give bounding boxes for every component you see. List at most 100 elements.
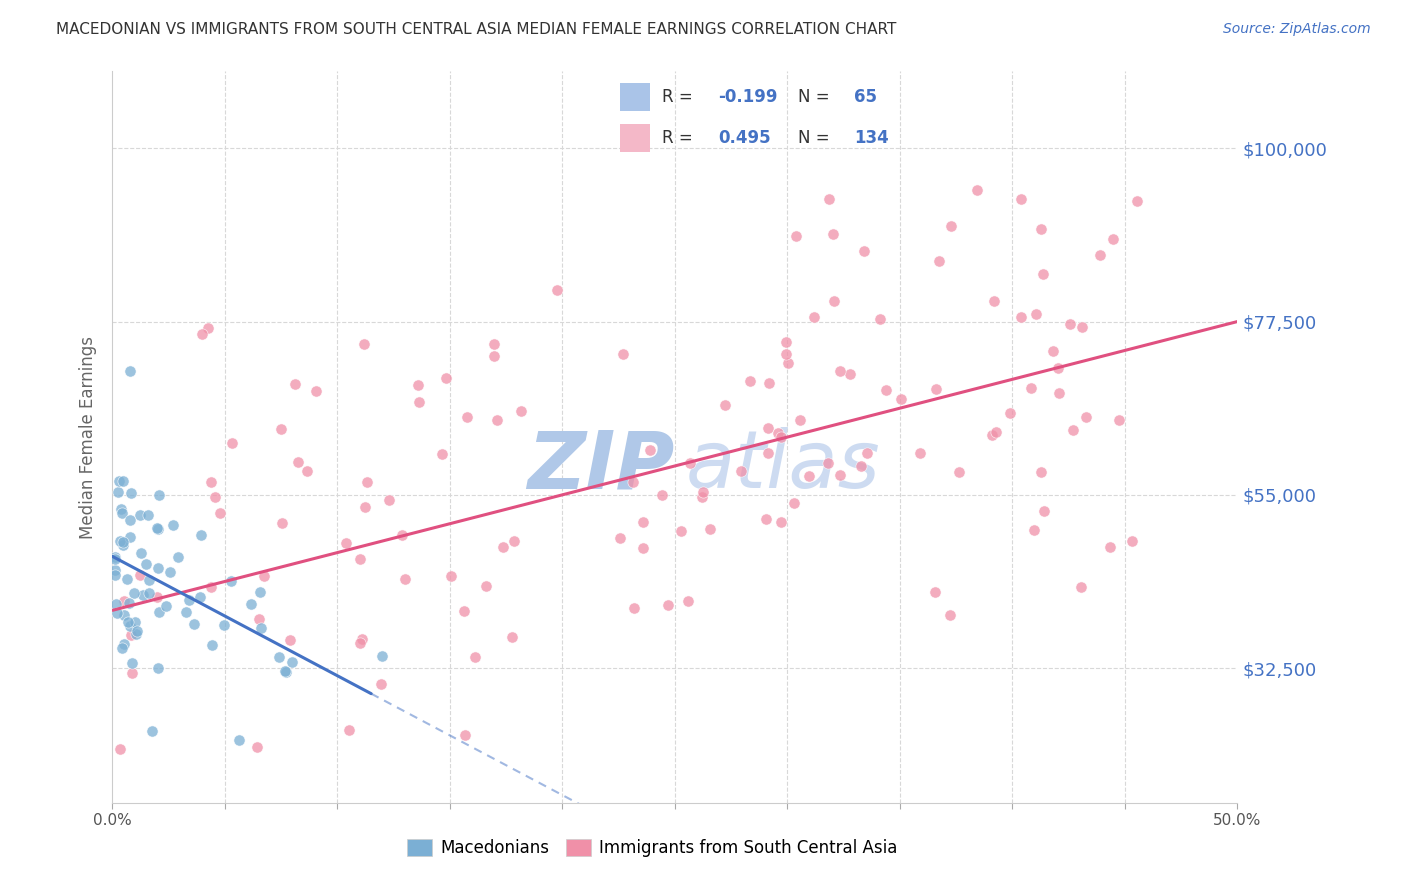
Point (408, 394, 430, 409)
Point (1062, 423, 1084, 437)
Point (890, 392, 912, 407)
Point (690, 491, 713, 505)
Point (609, 531, 631, 545)
Point (148, 488, 170, 502)
Point (998, 405, 1021, 419)
Point (406, 378, 429, 392)
Point (107, 485, 129, 500)
Point (120, 530, 142, 544)
Point (221, 436, 243, 450)
Point (769, 515, 792, 529)
Point (941, 219, 963, 233)
Point (484, 349, 506, 363)
Point (908, 446, 931, 460)
Point (287, 455, 309, 469)
Point (980, 427, 1002, 442)
Point (775, 347, 797, 361)
Point (1088, 247, 1111, 261)
Point (823, 227, 845, 242)
Point (104, 597, 127, 611)
FancyBboxPatch shape (620, 124, 650, 152)
Point (111, 534, 134, 549)
Point (105, 607, 128, 621)
Point (1010, 310, 1032, 324)
Point (104, 568, 127, 582)
Point (849, 458, 872, 473)
Point (377, 493, 399, 508)
Point (125, 624, 148, 639)
Point (131, 589, 153, 603)
Point (454, 728, 477, 742)
Point (121, 657, 143, 671)
Point (124, 615, 146, 629)
Point (183, 617, 205, 632)
Point (770, 430, 793, 444)
Point (1098, 541, 1121, 555)
Point (281, 655, 304, 669)
Point (501, 630, 523, 644)
Point (671, 524, 693, 538)
Point (166, 550, 188, 565)
Point (117, 572, 139, 586)
Point (129, 547, 152, 561)
Point (430, 447, 453, 461)
Point (118, 364, 141, 378)
Point (803, 310, 825, 325)
Point (1108, 413, 1130, 427)
Point (112, 474, 135, 488)
Point (818, 192, 841, 206)
Point (546, 283, 568, 297)
Point (1029, 222, 1052, 236)
Point (434, 370, 457, 384)
Point (651, 488, 673, 502)
Point (124, 586, 146, 600)
Point (200, 580, 222, 594)
Point (925, 382, 948, 396)
Point (1070, 580, 1092, 594)
Point (983, 294, 1005, 309)
Point (117, 615, 139, 629)
Point (817, 456, 839, 470)
Point (148, 605, 170, 619)
Point (756, 421, 779, 435)
Point (1022, 523, 1045, 537)
Point (1074, 409, 1097, 424)
Point (633, 515, 655, 529)
Point (146, 660, 169, 674)
Point (208, 506, 231, 520)
Point (785, 229, 807, 244)
Text: R =: R = (662, 88, 697, 106)
Point (391, 528, 413, 542)
Point (679, 456, 702, 470)
Point (356, 475, 378, 490)
Point (939, 607, 962, 622)
Point (1019, 381, 1042, 395)
Point (758, 446, 780, 460)
Point (108, 742, 131, 756)
Point (125, 627, 148, 641)
Y-axis label: Median Female Earnings: Median Female Earnings (79, 335, 97, 539)
FancyBboxPatch shape (620, 84, 650, 112)
Point (797, 469, 820, 483)
Point (120, 628, 142, 642)
Point (111, 507, 134, 521)
Point (349, 551, 371, 566)
Point (204, 491, 226, 505)
Point (188, 590, 211, 604)
Point (839, 367, 862, 381)
Point (112, 593, 135, 607)
Point (250, 621, 273, 635)
Point (1126, 194, 1149, 208)
Point (136, 508, 159, 523)
Point (830, 468, 852, 483)
Point (138, 585, 160, 599)
Point (104, 563, 127, 577)
Point (190, 327, 212, 342)
Point (491, 540, 513, 554)
Point (755, 512, 778, 526)
Point (297, 464, 319, 478)
Text: MACEDONIAN VS IMMIGRANTS FROM SOUTH CENTRAL ASIA MEDIAN FEMALE EARNINGS CORRELAT: MACEDONIAN VS IMMIGRANTS FROM SOUTH CENT… (56, 22, 897, 37)
Point (440, 569, 463, 583)
Point (924, 584, 946, 599)
Point (146, 522, 169, 536)
